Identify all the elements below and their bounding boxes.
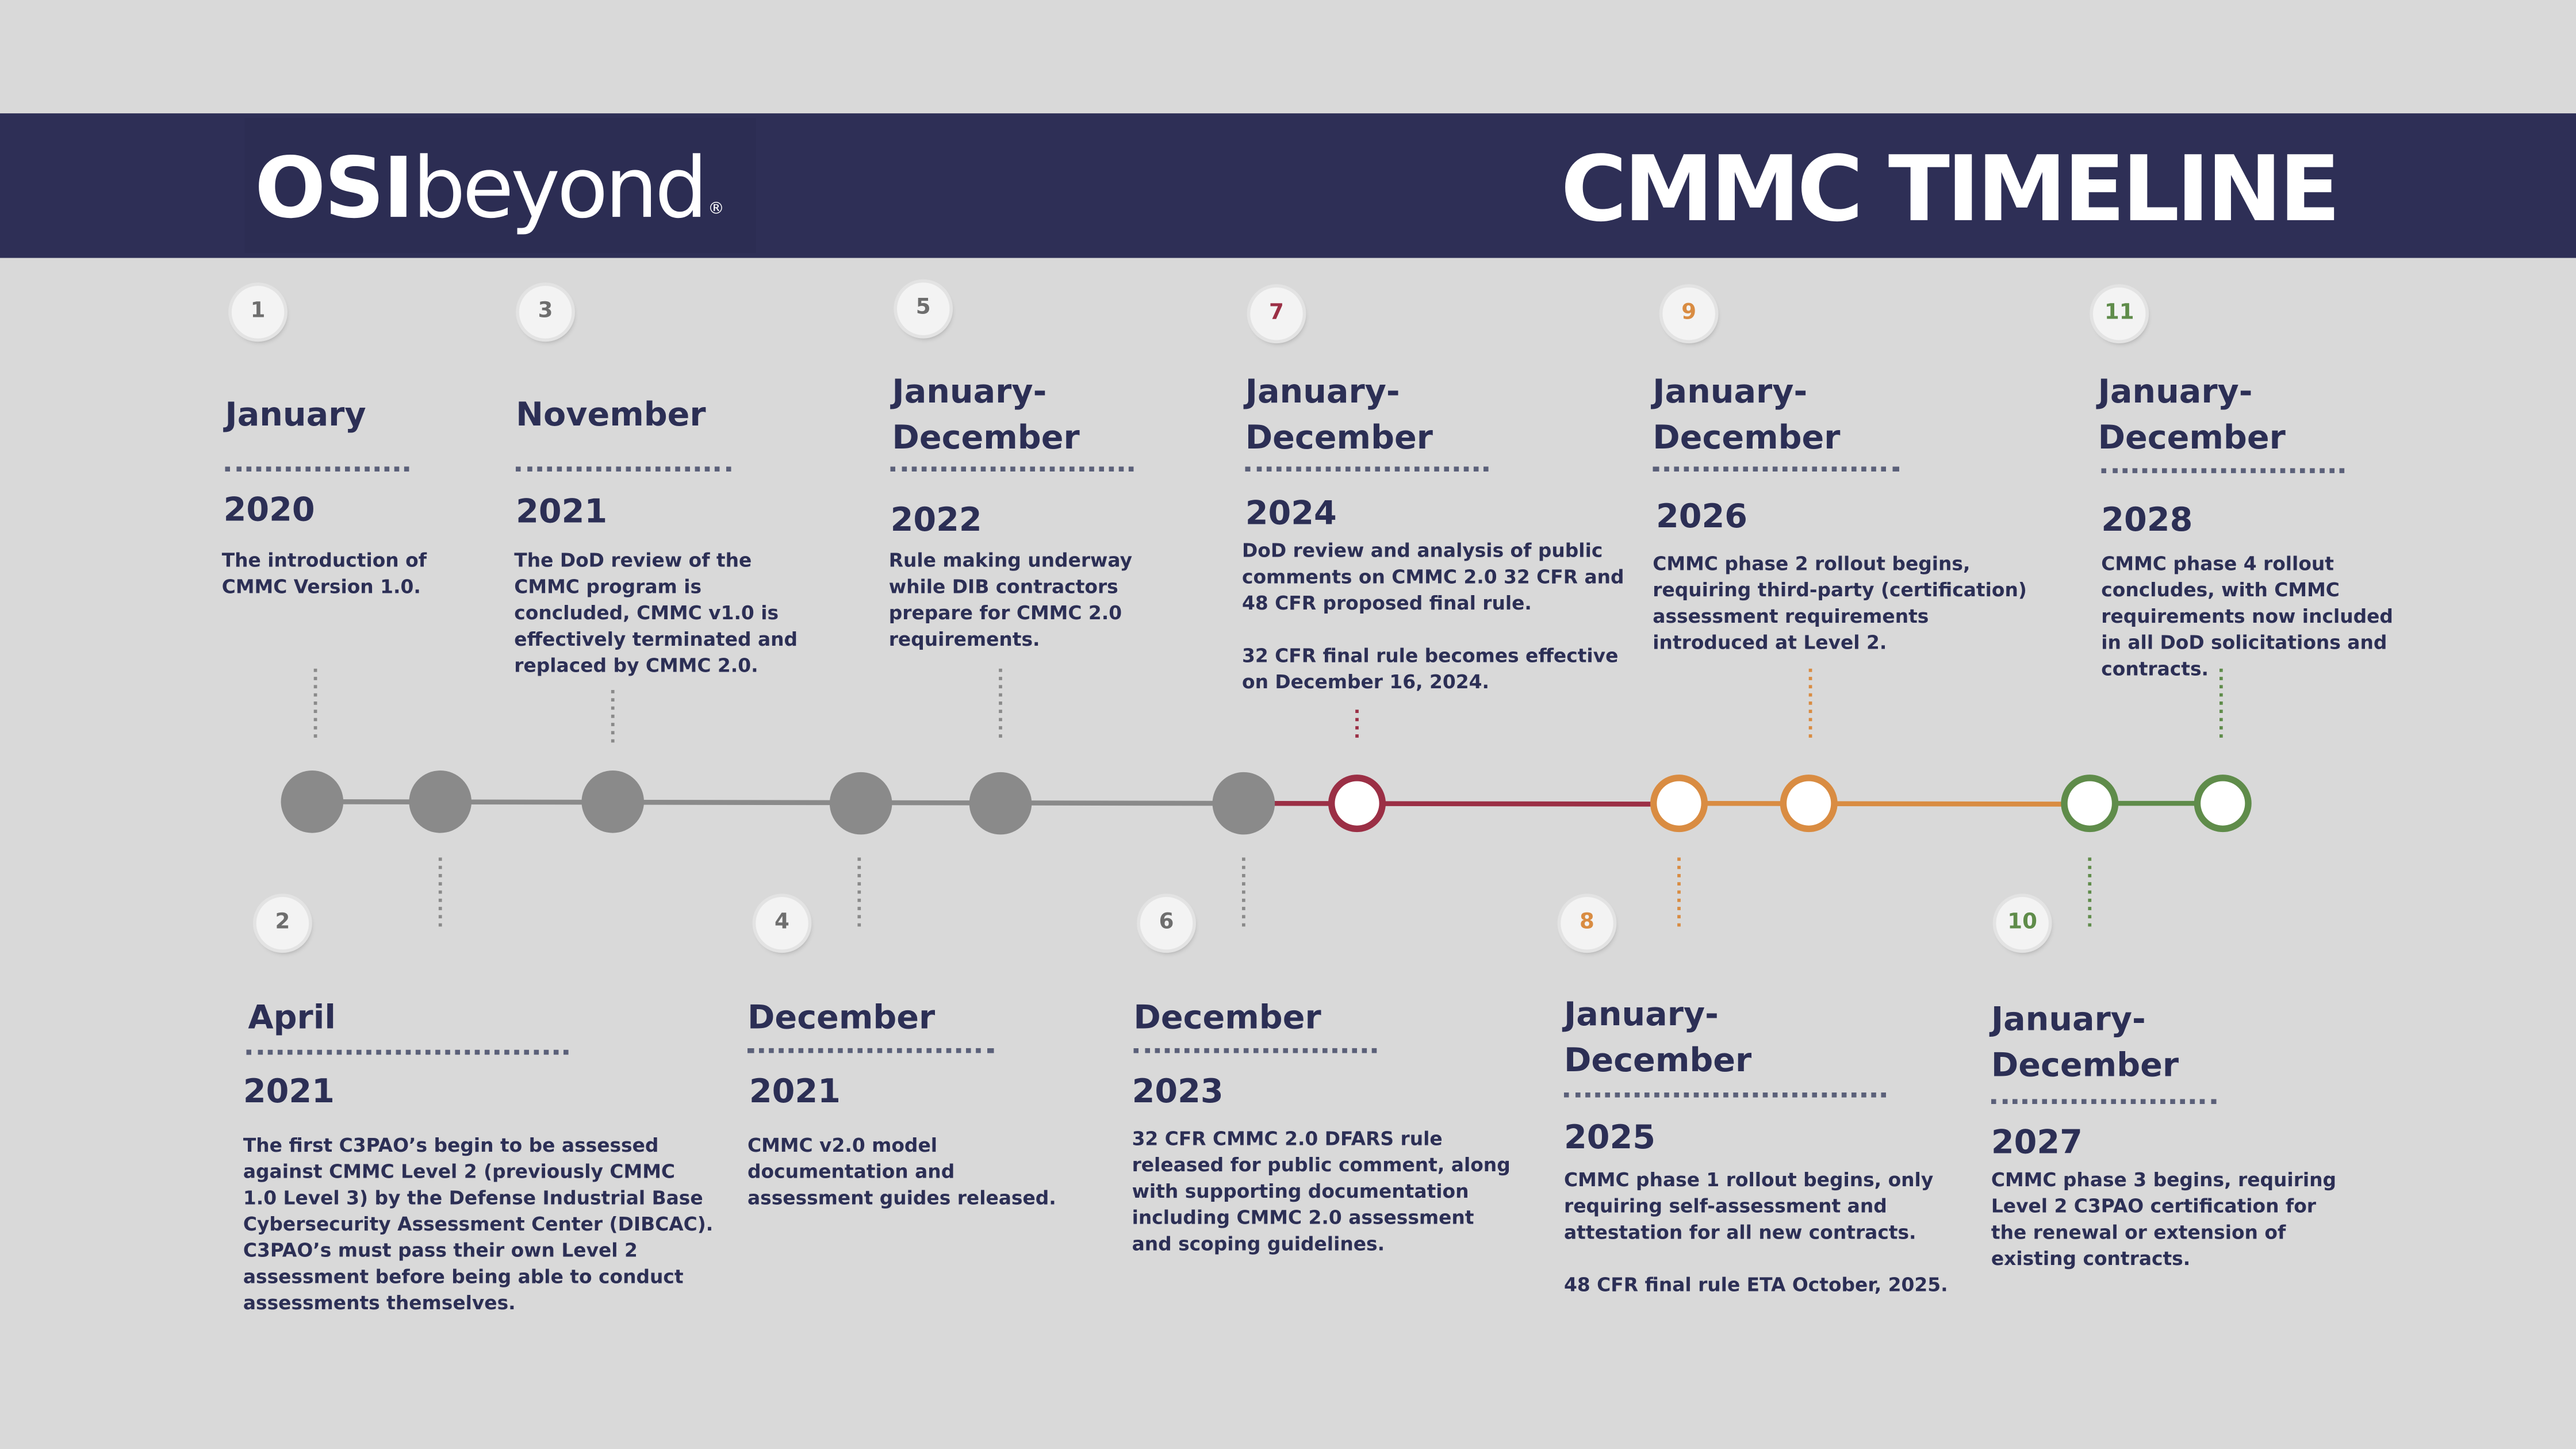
event-1-divider bbox=[225, 466, 409, 471]
event-8-divider bbox=[1564, 1092, 1886, 1098]
node-1 bbox=[281, 770, 344, 833]
node-11 bbox=[2194, 775, 2252, 833]
event-1-description: The introduction of CMMC Version 1.0. bbox=[221, 549, 427, 598]
event-2-divider bbox=[246, 1049, 569, 1055]
event-1-year: 2020 bbox=[223, 489, 315, 529]
event-3-month: November bbox=[516, 394, 706, 434]
event-7-month: January- December bbox=[1245, 371, 1433, 457]
event-10-description: CMMC phase 3 begins, requiring Level 2 C… bbox=[1991, 1168, 2337, 1270]
event-7-number-badge: 7 bbox=[1250, 288, 1303, 340]
event-8-number-badge: 8 bbox=[1561, 897, 1613, 950]
event-4-month: December bbox=[747, 997, 936, 1037]
event-4-year: 2021 bbox=[749, 1071, 841, 1111]
event-7-divider bbox=[1245, 466, 1489, 471]
logo-background bbox=[244, 118, 756, 253]
event-1-month: January bbox=[225, 394, 366, 434]
event-6-number-badge: 6 bbox=[1140, 897, 1193, 950]
node-9 bbox=[1780, 775, 1838, 833]
event-7-description: DoD review and analysis of public commen… bbox=[1242, 539, 1624, 693]
timeline-segment-orange bbox=[1678, 800, 2090, 807]
event-6-month: December bbox=[1133, 997, 1321, 1037]
logo-bold-text: OSI bbox=[254, 141, 414, 239]
event-9-number-badge: 9 bbox=[1662, 288, 1715, 340]
logo-regular-text: beyond bbox=[412, 141, 708, 239]
event-6-divider bbox=[1133, 1048, 1377, 1053]
event-3-number-badge: 3 bbox=[519, 286, 572, 339]
event-11-divider bbox=[2101, 468, 2345, 473]
event-1-number-badge: 1 bbox=[231, 286, 285, 339]
event-5-month: January- December bbox=[892, 371, 1080, 457]
event-5-number-badge: 5 bbox=[897, 282, 950, 335]
event-6-description: 32 CFR CMMC 2.0 DFARS rule released for … bbox=[1132, 1127, 1511, 1255]
event-8-month: January- December bbox=[1564, 994, 1752, 1080]
event-2-description: The first C3PAO’s begin to be assessed a… bbox=[243, 1133, 714, 1314]
event-11-number-badge: 11 bbox=[2093, 288, 2146, 340]
event-4-divider bbox=[747, 1048, 994, 1053]
node-3 bbox=[581, 770, 644, 833]
node-6 bbox=[1212, 772, 1275, 835]
event-6-year: 2023 bbox=[1132, 1071, 1224, 1111]
event-10-year: 2027 bbox=[1991, 1122, 2083, 1162]
event-2-month: April bbox=[248, 997, 336, 1037]
registered-mark: ® bbox=[708, 200, 724, 218]
node-7 bbox=[1328, 775, 1386, 833]
event-9-description: CMMC phase 2 rollout begins, requiring t… bbox=[1653, 552, 2027, 654]
event-10-divider bbox=[1991, 1099, 2217, 1104]
event-11-description: CMMC phase 4 rollout concludes, with CMM… bbox=[2101, 552, 2393, 680]
event-11-year: 2028 bbox=[2101, 499, 2193, 539]
node-8 bbox=[1650, 775, 1708, 833]
event-3-description: The DoD review of the CMMC program is co… bbox=[514, 549, 798, 677]
page-title: CMMC TIMELINE bbox=[1561, 136, 2340, 241]
node-10 bbox=[2061, 775, 2119, 833]
timeline-segment-maroon bbox=[1243, 800, 1680, 807]
event-3-year: 2021 bbox=[516, 491, 608, 531]
event-9-month: January- December bbox=[1653, 371, 1841, 457]
event-10-month: January- December bbox=[1991, 999, 2179, 1084]
event-5-divider bbox=[890, 466, 1134, 471]
event-5-description: Rule making underway while DIB contracto… bbox=[888, 549, 1133, 651]
event-2-year: 2021 bbox=[243, 1071, 335, 1111]
event-4-number-badge: 4 bbox=[756, 897, 808, 950]
event-5-year: 2022 bbox=[890, 499, 982, 539]
event-10-number-badge: 10 bbox=[1996, 897, 2049, 950]
event-9-year: 2026 bbox=[1656, 496, 1748, 536]
event-7-year: 2024 bbox=[1245, 493, 1337, 532]
event-4-description: CMMC v2.0 model documentation and assess… bbox=[747, 1133, 1056, 1209]
osibeyond-logo: OSIbeyond ® bbox=[254, 141, 724, 263]
node-4 bbox=[829, 772, 892, 835]
node-5 bbox=[969, 772, 1032, 835]
event-9-divider bbox=[1653, 466, 1899, 471]
node-2 bbox=[409, 770, 471, 833]
event-2-number-badge: 2 bbox=[256, 897, 309, 950]
event-8-year: 2025 bbox=[1564, 1117, 1656, 1157]
event-8-description: CMMC phase 1 rollout begins, only requir… bbox=[1564, 1168, 1948, 1297]
event-11-month: January- December bbox=[2098, 371, 2286, 457]
event-3-divider bbox=[516, 466, 731, 471]
